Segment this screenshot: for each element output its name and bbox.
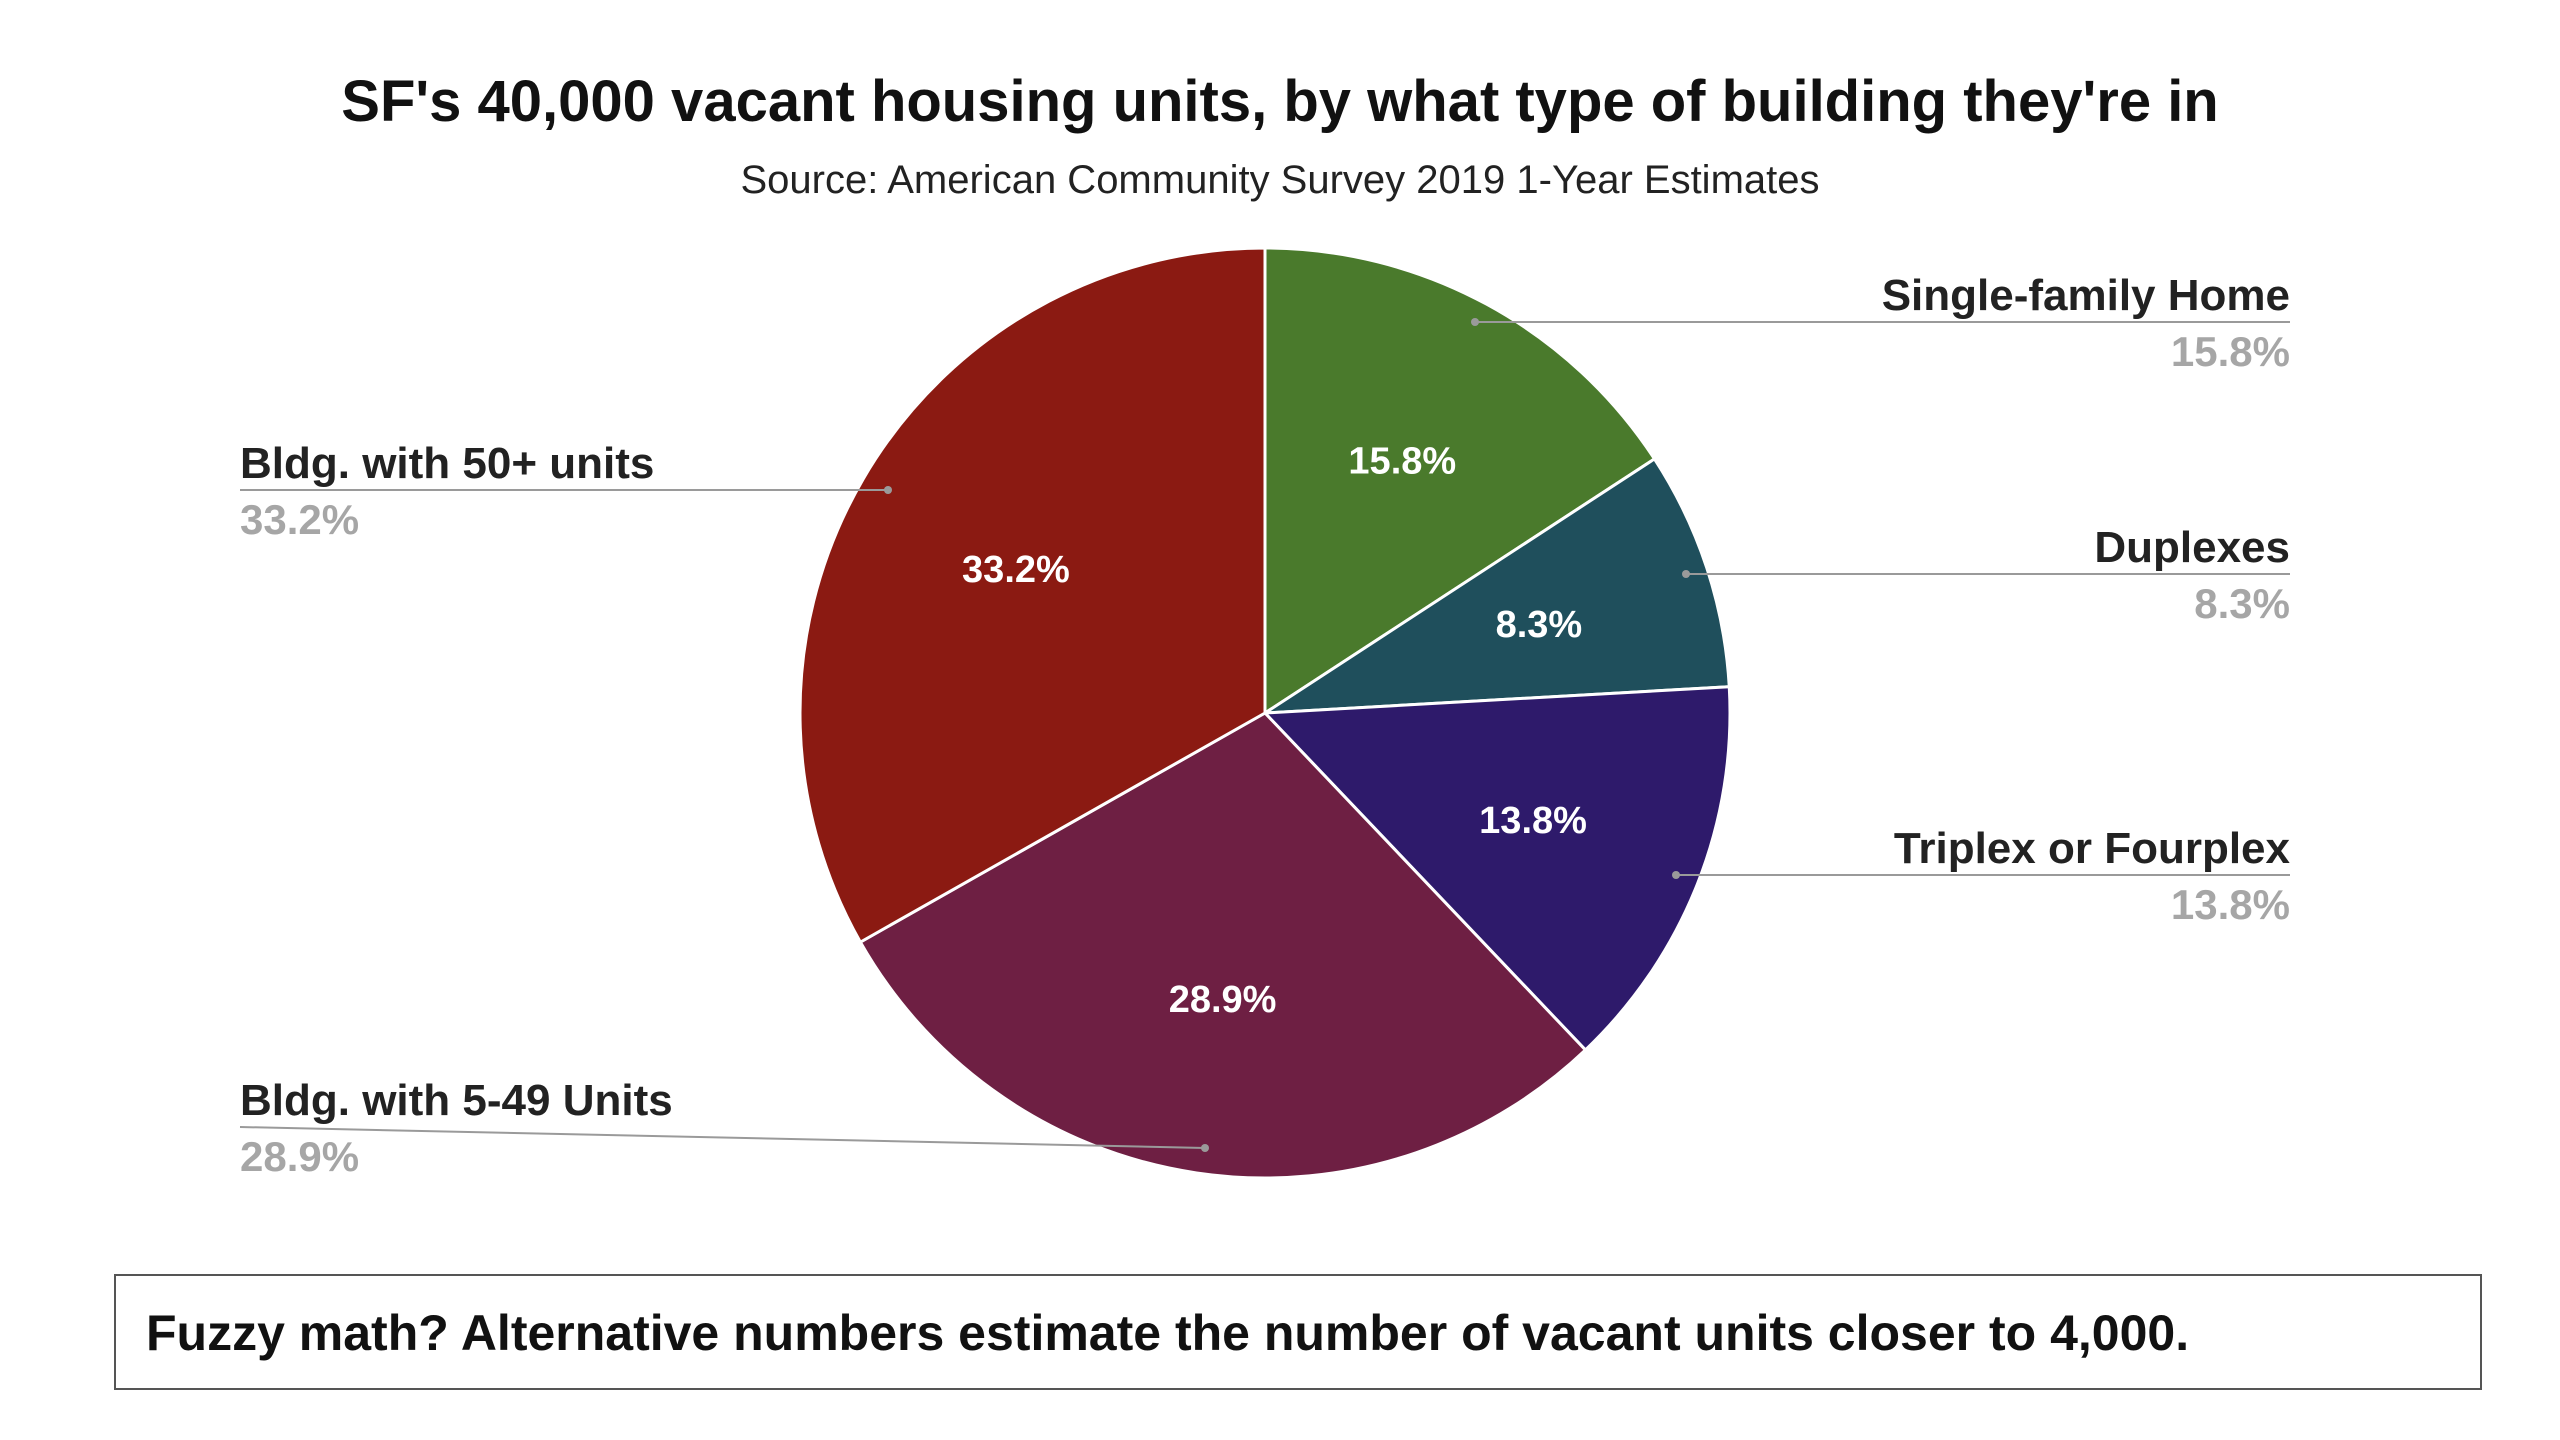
pie-slice-triplex-or-fourplex bbox=[1261, 685, 1732, 1053]
callout-dot bbox=[1682, 570, 1690, 578]
slice-value-label: 13.8% bbox=[1479, 800, 1587, 842]
chart-title: SF's 40,000 vacant housing units, by wha… bbox=[341, 69, 2219, 134]
callout-label: Duplexes bbox=[2094, 523, 2290, 572]
callout-percent: 15.8% bbox=[2171, 328, 2290, 375]
callout-label: Single-family Home bbox=[1882, 271, 2290, 320]
callout-percent: 8.3% bbox=[2194, 580, 2290, 627]
callout-percent: 13.8% bbox=[2171, 881, 2290, 928]
slice-value-label: 8.3% bbox=[1496, 604, 1583, 646]
pie-slice-duplexes bbox=[1259, 456, 1731, 715]
chart-subtitle: Source: American Community Survey 2019 1… bbox=[740, 158, 1820, 202]
note-box: Fuzzy math? Alternative numbers estimate… bbox=[114, 1274, 2482, 1390]
callout-label: Bldg. with 50+ units bbox=[240, 439, 654, 488]
callout-label: Triplex or Fourplex bbox=[1894, 824, 2291, 873]
callout-dot bbox=[884, 486, 892, 494]
pie-slice-bldg-with-5-49-units bbox=[858, 711, 1588, 1180]
callout-dot bbox=[1672, 871, 1680, 879]
pie-slice-bldg-with-50-units bbox=[798, 246, 1267, 945]
note-text: Fuzzy math? Alternative numbers estimate… bbox=[146, 1305, 2190, 1361]
slice-value-label: 28.9% bbox=[1169, 979, 1277, 1021]
callout-label: Bldg. with 5-49 Units bbox=[240, 1076, 673, 1125]
callout-dot bbox=[1471, 318, 1479, 326]
slice-value-label: 15.8% bbox=[1348, 440, 1456, 482]
callout-percent: 28.9% bbox=[240, 1133, 359, 1180]
pie-slice-single-family-home bbox=[1263, 246, 1657, 716]
callout-dot bbox=[1201, 1144, 1209, 1152]
callout-line bbox=[239, 1126, 1206, 1149]
callout-percent: 33.2% bbox=[240, 496, 359, 543]
slice-value-label: 33.2% bbox=[962, 549, 1070, 591]
